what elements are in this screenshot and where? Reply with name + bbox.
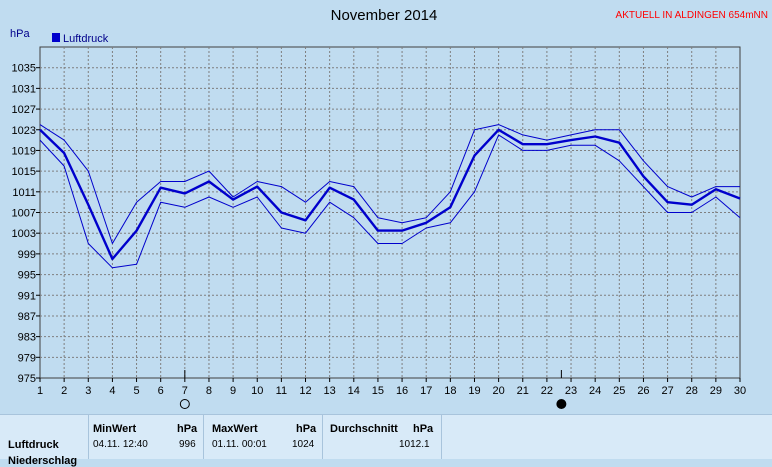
x-axis: 1 2 3 4 5 6 7 8 9 10 11 12 13 14 15 16 17 18 19 20 21 22 23 24 2… [37, 378, 746, 397]
avg-cell: Durchschnitt hPa 1012.1 [323, 415, 442, 459]
max-unit: hPa [296, 423, 317, 435]
y-tick-label: 1035 [12, 63, 36, 75]
y-tick-label: 995 [18, 270, 36, 282]
new-moon-icon [556, 399, 567, 409]
x-tick-label: 28 [686, 385, 698, 397]
y-tick-label: 1015 [12, 166, 36, 178]
x-tick-label: 5 [133, 385, 139, 397]
pressure-chart: November 2014 AKTUELL IN ALDINGEN 654mNN… [10, 7, 768, 409]
row-label-precip: Niederschlag [8, 455, 78, 467]
x-tick-label: 30 [734, 385, 746, 397]
x-tick-label: 15 [372, 385, 384, 397]
series-line-mean [39, 128, 741, 261]
chart-title: November 2014 [331, 7, 438, 24]
x-tick-label: 14 [348, 385, 360, 397]
x-tick-label: 10 [251, 385, 263, 397]
y-tick-label: 1031 [12, 83, 36, 95]
legend-swatch [52, 33, 60, 42]
min-value: 996 [179, 439, 196, 450]
y-axis: 975 979 983 987 991 995 999 1003 1007 1011 1015 101… [12, 63, 40, 385]
avg-header: Durchschnitt [330, 423, 398, 435]
x-tick-label: 24 [589, 385, 601, 397]
avg-unit: hPa [413, 423, 434, 435]
x-tick-label: 3 [85, 385, 91, 397]
x-tick-label: 16 [396, 385, 408, 397]
x-tick-label: 12 [299, 385, 311, 397]
y-tick-label: 999 [18, 249, 36, 261]
series-line-max [39, 124, 740, 244]
min-unit: hPa [177, 423, 198, 435]
row-label-cell: Luftdruck Niederschlag [0, 415, 89, 467]
y-tick-label: 1019 [12, 145, 36, 157]
row-label-pressure: Luftdruck [8, 439, 59, 451]
min-time: 04.11. 12:40 [93, 439, 148, 450]
y-tick-label: 979 [18, 352, 36, 364]
y-tick-label: 1003 [12, 228, 36, 240]
x-tick-label: 8 [206, 385, 212, 397]
x-tick-label: 25 [613, 385, 625, 397]
y-unit-label: hPa [10, 28, 30, 40]
full-moon-icon [179, 399, 190, 409]
y-tick-label: 991 [18, 290, 36, 302]
x-tick-label: 9 [230, 385, 236, 397]
y-tick-label: 1027 [12, 104, 36, 116]
x-tick-label: 22 [541, 385, 553, 397]
x-tick-label: 11 [276, 385, 287, 397]
x-tick-label: 23 [565, 385, 577, 397]
max-cell: MaxWert hPa 01.11. 00:01 1024 [204, 415, 323, 459]
y-tick-label: 1023 [12, 125, 36, 137]
min-cell: MinWert hPa 04.11. 12:40 996 [89, 415, 204, 459]
series-lines [39, 124, 741, 269]
x-tick-label: 6 [158, 385, 164, 397]
x-tick-label: 19 [468, 385, 480, 397]
y-tick-label: 983 [18, 332, 36, 344]
x-tick-label: 2 [61, 385, 67, 397]
x-tick-label: 21 [517, 385, 529, 397]
x-tick-label: 20 [492, 385, 504, 397]
avg-value: 1012.1 [399, 439, 430, 450]
x-tick-label: 26 [637, 385, 649, 397]
y-tick-label: 987 [18, 311, 36, 323]
legend-label: Luftdruck [63, 33, 109, 45]
x-tick-label: 29 [710, 385, 722, 397]
x-tick-label: 7 [182, 385, 188, 397]
station-label: AKTUELL IN ALDINGEN 654mNN [616, 10, 768, 21]
stats-panel: Luftdruck Niederschlag MinWert hPa 04.11… [0, 414, 772, 467]
y-tick-label: 1007 [12, 208, 36, 220]
max-value: 1024 [292, 439, 315, 450]
x-tick-label: 13 [324, 385, 336, 397]
x-tick-label: 18 [444, 385, 456, 397]
y-tick-label: 975 [18, 373, 36, 385]
moon-markers [179, 370, 567, 409]
x-tick-label: 1 [37, 385, 43, 397]
x-tick-label: 4 [109, 385, 115, 397]
series-line-min [39, 134, 741, 269]
min-header: MinWert [93, 423, 137, 435]
max-header: MaxWert [212, 423, 258, 435]
x-tick-label: 27 [661, 385, 673, 397]
x-tick-label: 17 [420, 385, 432, 397]
max-time: 01.11. 00:01 [212, 439, 267, 450]
y-tick-label: 1011 [12, 187, 36, 199]
